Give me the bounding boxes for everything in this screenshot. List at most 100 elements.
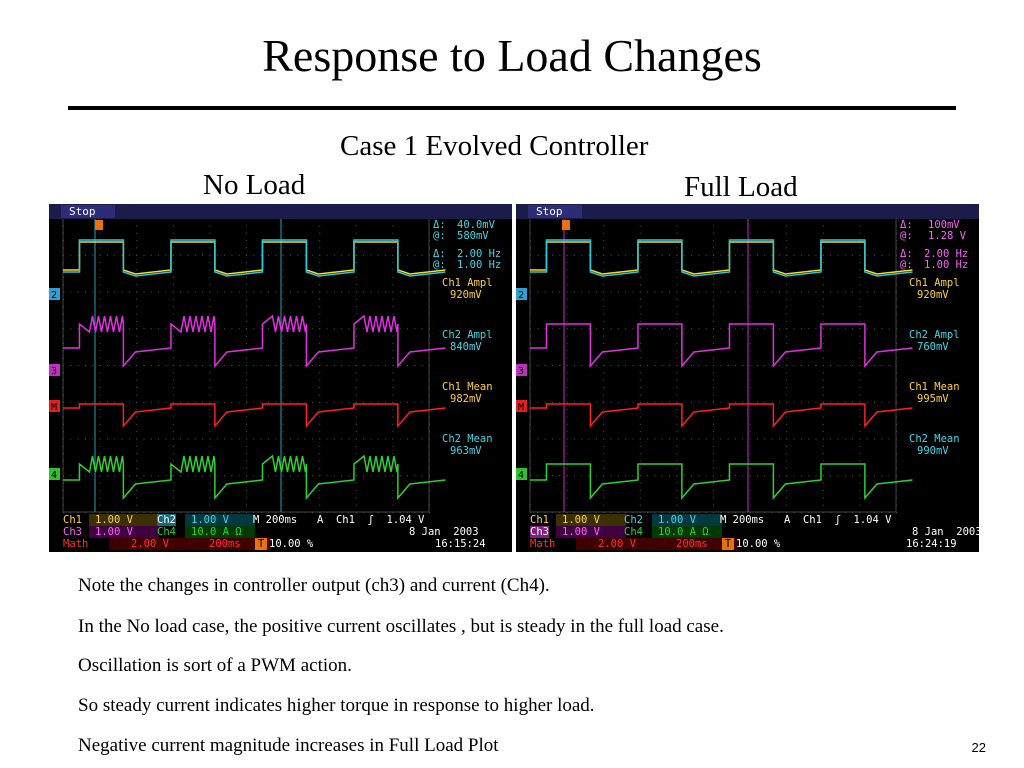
grid-dot — [815, 291, 817, 293]
grid-dot — [581, 401, 583, 403]
grid-dot — [647, 475, 649, 477]
grid-dot — [209, 482, 211, 484]
grid-dot — [128, 475, 130, 477]
grid-dot — [639, 335, 641, 337]
grid-dot — [822, 320, 824, 322]
grid-dot — [392, 313, 394, 315]
grid-dot — [216, 438, 218, 440]
cursor-at-f-label: @: — [900, 259, 913, 271]
grid-dot — [669, 254, 671, 256]
grid-dot — [661, 475, 663, 477]
grid-dot — [859, 409, 861, 411]
grid-dot — [231, 254, 233, 256]
grid-dot — [866, 365, 868, 366]
grid-dot — [771, 291, 773, 293]
grid-dot — [603, 387, 605, 389]
grid-dot — [172, 313, 174, 315]
grid-dot — [253, 254, 255, 256]
grid-dot — [859, 453, 861, 455]
grid-dot — [246, 320, 247, 322]
grid-dot — [172, 482, 174, 484]
ch4-scale: 10.0 A Ω — [652, 526, 722, 538]
meas-label: Ch2 Mean — [442, 433, 493, 445]
grid-dot — [363, 401, 365, 403]
grid-dot — [392, 409, 394, 411]
grid-dot — [267, 475, 269, 477]
grid-dot — [216, 401, 218, 403]
grid-dot — [84, 401, 86, 403]
grid-dot — [341, 291, 343, 293]
ch2-label: Ch2 — [157, 514, 176, 526]
grid-dot — [355, 423, 357, 425]
trigger-marker-icon — [95, 220, 103, 230]
grid-dot — [822, 328, 824, 330]
ch3-label: Ch3 — [63, 526, 82, 538]
grid-dot — [333, 365, 335, 366]
grid-dot — [808, 438, 810, 440]
grid-dot — [859, 232, 861, 234]
grid-dot — [844, 365, 846, 366]
grid-dot — [392, 387, 394, 389]
grid-dot — [297, 475, 299, 477]
grid-dot — [246, 298, 247, 300]
grid-dot — [282, 232, 284, 234]
meas-label: Ch1 Mean — [442, 381, 493, 393]
grid-dot — [603, 335, 605, 337]
grid-dot — [566, 284, 568, 286]
grid-dot — [713, 482, 714, 484]
grid-dot — [676, 445, 678, 447]
grid-dot — [282, 335, 284, 337]
grid-dot — [537, 475, 539, 477]
grid-dot — [698, 438, 700, 440]
grid-dot — [202, 291, 204, 293]
grid-dot — [822, 254, 824, 256]
grid-dot — [603, 291, 605, 293]
grid-dot — [341, 475, 343, 477]
math-trace — [530, 403, 913, 429]
grid-dot — [859, 504, 861, 506]
grid-dot — [348, 328, 350, 330]
grid-dot — [881, 475, 883, 477]
grid-dot — [786, 269, 788, 271]
grid-dot — [639, 423, 641, 425]
grid-dot — [99, 387, 101, 389]
grid-dot — [749, 328, 751, 330]
grid-dot — [150, 365, 152, 366]
grid-dot — [691, 475, 693, 477]
grid-dot — [822, 423, 824, 425]
grid-dot — [246, 276, 247, 278]
grid-dot — [392, 328, 394, 330]
grid-dot — [136, 438, 138, 440]
grid-dot — [734, 438, 736, 440]
grid-dot — [385, 291, 387, 293]
grid-dot — [786, 262, 788, 264]
grid-dot — [756, 291, 758, 293]
grid-dot — [713, 365, 714, 366]
grid-dot — [859, 445, 861, 447]
grid-dot — [392, 365, 394, 366]
grid-dot — [749, 357, 751, 359]
grid-dot — [260, 365, 262, 366]
grid-dot — [639, 298, 641, 300]
grid-dot — [786, 431, 788, 433]
math-label: Math — [530, 538, 556, 550]
grid-dot — [617, 291, 619, 293]
grid-dot — [713, 350, 714, 352]
grid-dot — [355, 313, 357, 315]
grid-dot — [392, 350, 394, 352]
grid-dot — [537, 328, 539, 330]
grid-dot — [603, 475, 605, 477]
grid-dot — [610, 328, 612, 330]
grid-dot — [143, 401, 145, 403]
grid-dot — [319, 328, 321, 330]
grid-dot — [326, 291, 328, 293]
grid-dot — [727, 328, 729, 330]
grid-dot — [136, 475, 138, 477]
grid-dot — [844, 254, 846, 256]
grid-dot — [742, 401, 744, 403]
grid-dot — [172, 379, 174, 381]
grid-dot — [566, 460, 568, 462]
grid-dot — [859, 306, 861, 308]
grid-dot — [231, 475, 233, 477]
grid-dot — [603, 306, 605, 308]
